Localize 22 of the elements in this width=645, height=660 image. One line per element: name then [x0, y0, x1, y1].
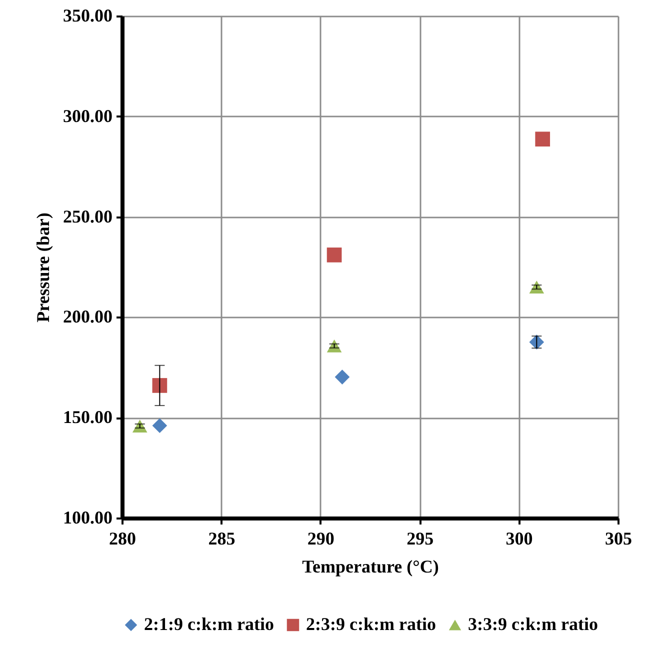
point	[326, 248, 342, 262]
x-tick-label: 280	[109, 528, 136, 548]
y-tick-label: 150.00	[63, 407, 112, 428]
x-axis-title: Temperature (°C)	[302, 556, 439, 576]
point	[535, 132, 550, 147]
legend-label: 2:3:9 c:k:m ratio	[306, 614, 436, 634]
y-axis-title: Pressure (bar)	[33, 212, 53, 322]
point	[152, 378, 168, 393]
x-tick-label: 295	[406, 528, 434, 548]
y-tick-label: 250.00	[63, 206, 112, 226]
x-tick-label: 285	[208, 528, 236, 548]
point	[334, 370, 350, 384]
x-tick-label: 305	[605, 528, 632, 548]
legend-label: 3:3:9 c:k:m ratio	[468, 614, 598, 634]
y-tick-label: 350.00	[63, 6, 112, 26]
legend-label: 2:1:9 c:k:m ratio	[144, 614, 274, 634]
x-tick-label: 290	[307, 528, 334, 548]
y-tick-label: 300.00	[63, 106, 112, 126]
x-tick-label: 300	[506, 528, 533, 548]
y-tick-label: 200.00	[63, 306, 112, 327]
point	[152, 418, 168, 434]
y-tick-label: 100.00	[63, 508, 112, 528]
